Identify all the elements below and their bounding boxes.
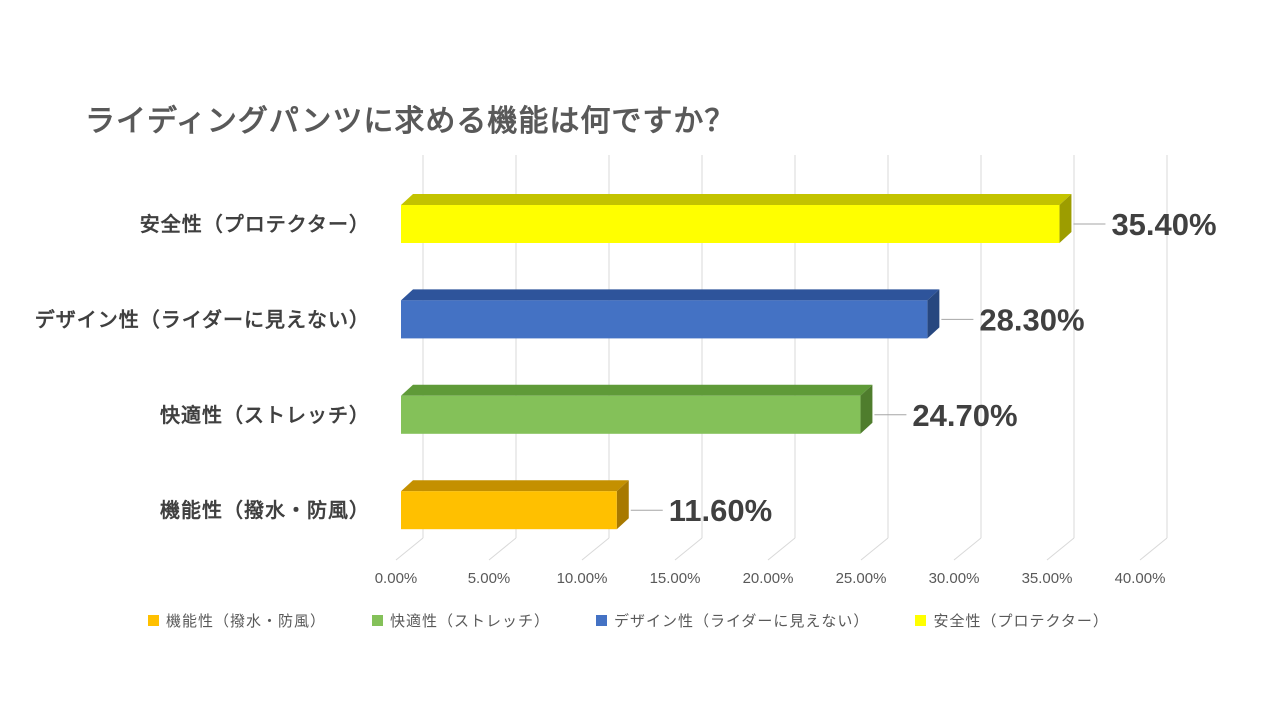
- legend-swatch-icon: [148, 615, 159, 626]
- bar-top-face: [401, 289, 940, 301]
- x-axis-tick-label: 15.00%: [650, 570, 701, 587]
- gridline-floor-connector: [581, 537, 610, 561]
- legend-item: 快適性（ストレッチ）: [372, 610, 550, 631]
- x-axis-tick-label: 30.00%: [929, 570, 980, 587]
- gridline-floor-connector: [395, 537, 424, 561]
- bar-front-face: [401, 395, 861, 434]
- bar-front-face: [401, 205, 1060, 243]
- x-axis-tick-label: 20.00%: [743, 570, 794, 587]
- chart-legend: 機能性（撥水・防風） 快適性（ストレッチ） デザイン性（ライダーに見えない） 安全性（…: [148, 610, 1109, 631]
- category-label: デザイン性（ライダーに見えない）: [35, 307, 370, 331]
- category-label: 快適性（ストレッチ）: [160, 403, 370, 427]
- x-axis-tick-label: 35.00%: [1022, 570, 1073, 587]
- data-label: 11.60%: [669, 493, 772, 528]
- data-label: 24.70%: [912, 398, 1017, 433]
- bar-end-face: [860, 384, 873, 434]
- chart-title: ライディングパンツに求める機能は何ですか？: [85, 105, 736, 138]
- legend-label: デザイン性（ライダーに見えない）: [614, 613, 870, 630]
- gridline-floor-connector: [767, 537, 796, 561]
- bar-front-face: [401, 491, 617, 530]
- legend-item: 安全性（プロテクター）: [915, 610, 1108, 631]
- category-label: 安全性（プロテクター）: [140, 212, 370, 236]
- bar-end-face: [927, 289, 940, 339]
- data-label: 35.40%: [1111, 207, 1216, 242]
- category-label: 機能性（撥水・防風）: [160, 498, 370, 522]
- gridline-floor-connector: [1046, 537, 1075, 561]
- gridline-floor-connector: [674, 537, 703, 561]
- bar-top-face: [401, 480, 629, 492]
- gridline-floor-connector: [488, 537, 517, 561]
- legend-item: 機能性（撥水・防風）: [148, 610, 326, 631]
- x-axis-tick-label: 5.00%: [468, 570, 511, 587]
- x-axis-tick-label: 10.00%: [557, 570, 608, 587]
- legend-swatch-icon: [596, 615, 608, 626]
- gridline-floor-connector: [860, 537, 889, 561]
- gridline-floor-connector: [953, 537, 982, 561]
- legend-item: デザイン性（ライダーに見えない）: [596, 610, 869, 631]
- legend-swatch-icon: [372, 615, 384, 626]
- bar-top-face: [401, 194, 1072, 205]
- gridline-floor-connector: [1139, 537, 1168, 561]
- legend-label: 安全性（プロテクター）: [933, 613, 1109, 630]
- bar-end-face: [616, 480, 629, 530]
- bar-end-face: [1059, 194, 1072, 243]
- bar-front-face: [401, 300, 928, 339]
- legend-label: 快適性（ストレッチ）: [390, 613, 551, 630]
- x-axis-tick-label: 25.00%: [836, 570, 887, 587]
- bar-top-face: [401, 384, 873, 396]
- data-label: 28.30%: [979, 302, 1084, 337]
- x-axis-tick-label: 40.00%: [1115, 570, 1166, 587]
- legend-label: 機能性（撥水・防風）: [166, 613, 327, 630]
- legend-swatch-icon: [915, 615, 927, 626]
- x-axis-tick-label: 0.00%: [375, 570, 418, 587]
